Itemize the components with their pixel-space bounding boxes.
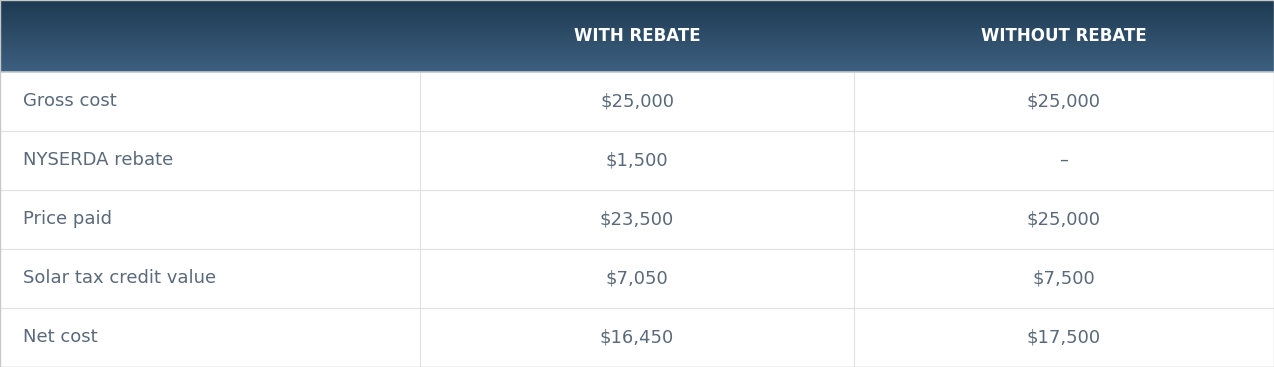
Bar bbox=[0, 131, 1274, 190]
Text: $1,500: $1,500 bbox=[605, 151, 669, 169]
Text: $7,500: $7,500 bbox=[1032, 269, 1096, 287]
Bar bbox=[0, 190, 1274, 249]
Text: Net cost: Net cost bbox=[23, 328, 98, 346]
Text: $7,050: $7,050 bbox=[605, 269, 669, 287]
Text: $25,000: $25,000 bbox=[1027, 210, 1101, 228]
Text: –: – bbox=[1059, 151, 1069, 169]
Text: $25,000: $25,000 bbox=[1027, 92, 1101, 110]
Bar bbox=[0, 72, 1274, 131]
Bar bbox=[0, 308, 1274, 367]
Text: Price paid: Price paid bbox=[23, 210, 112, 228]
Text: NYSERDA rebate: NYSERDA rebate bbox=[23, 151, 173, 169]
Text: Gross cost: Gross cost bbox=[23, 92, 117, 110]
Bar bbox=[0, 249, 1274, 308]
Text: $25,000: $25,000 bbox=[600, 92, 674, 110]
Text: $16,450: $16,450 bbox=[600, 328, 674, 346]
Text: Solar tax credit value: Solar tax credit value bbox=[23, 269, 217, 287]
Text: $23,500: $23,500 bbox=[600, 210, 674, 228]
Text: $17,500: $17,500 bbox=[1027, 328, 1101, 346]
Text: WITH REBATE: WITH REBATE bbox=[573, 27, 701, 45]
Text: WITHOUT REBATE: WITHOUT REBATE bbox=[981, 27, 1147, 45]
